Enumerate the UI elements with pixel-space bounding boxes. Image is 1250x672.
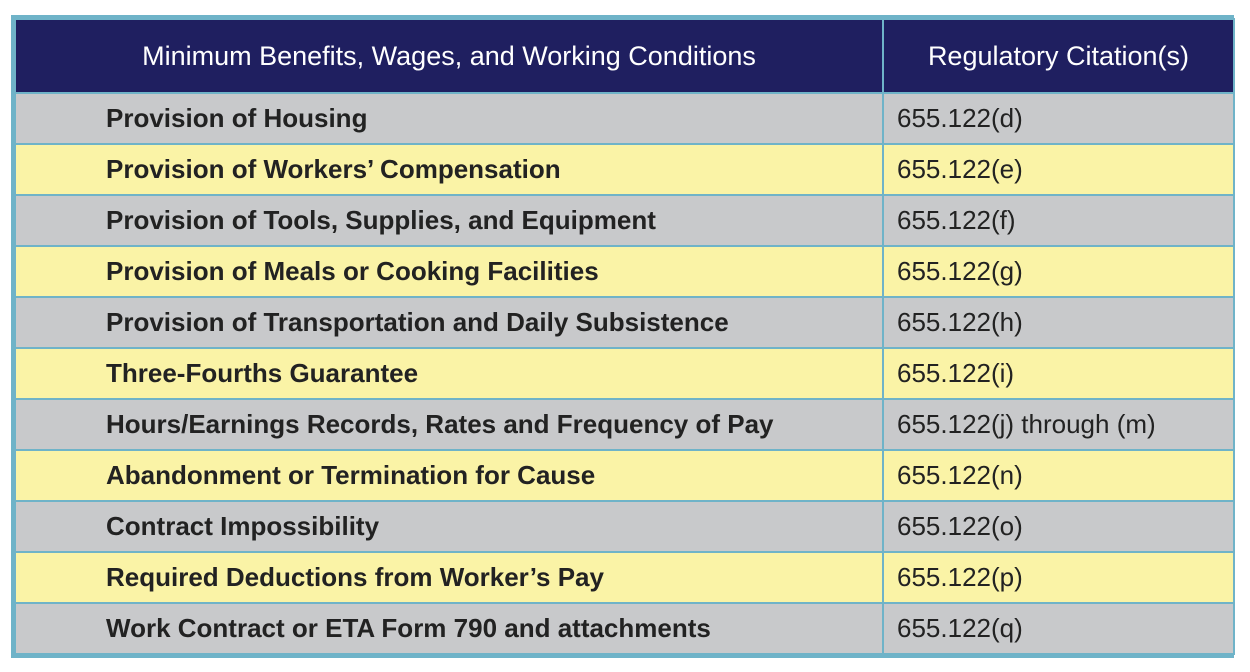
citation-cell: 655.122(g) [882,245,1235,298]
requirement-cell: Provision of Meals or Cooking Facilities [14,245,884,298]
requirement-cell: Provision of Housing [14,92,884,145]
citation-cell: 655.122(j) through (m) [882,398,1235,451]
benefits-table-container: Minimum Benefits, Wages, and Working Con… [11,15,1235,658]
table-row: Provision of Workers’ Compensation 655.1… [14,143,1235,196]
requirement-cell: Contract Impossibility [14,500,884,553]
requirement-cell: Abandonment or Termination for Cause [14,449,884,502]
citation-cell: 655.122(i) [882,347,1235,400]
table-row: Three-Fourths Guarantee 655.122(i) [14,347,1235,400]
requirement-cell: Provision of Workers’ Compensation [14,143,884,196]
citation-cell: 655.122(h) [882,296,1235,349]
requirement-cell: Provision of Tools, Supplies, and Equipm… [14,194,884,247]
requirement-cell: Provision of Transportation and Daily Su… [14,296,884,349]
citation-cell: 655.122(d) [882,92,1235,145]
requirement-cell: Hours/Earnings Records, Rates and Freque… [14,398,884,451]
table-row: Required Deductions from Worker’s Pay 65… [14,551,1235,604]
table-row: Contract Impossibility 655.122(o) [14,500,1235,553]
citation-cell: 655.122(n) [882,449,1235,502]
column-header-citation: Regulatory Citation(s) [882,18,1235,94]
table-row: Provision of Transportation and Daily Su… [14,296,1235,349]
table-row: Provision of Housing 655.122(d) [14,92,1235,145]
table-header-row: Minimum Benefits, Wages, and Working Con… [14,18,1235,94]
table-row: Work Contract or ETA Form 790 and attach… [14,602,1235,655]
table-row: Provision of Tools, Supplies, and Equipm… [14,194,1235,247]
requirement-cell: Required Deductions from Worker’s Pay [14,551,884,604]
table-row: Hours/Earnings Records, Rates and Freque… [14,398,1235,451]
citation-cell: 655.122(q) [882,602,1235,655]
requirement-cell: Work Contract or ETA Form 790 and attach… [14,602,884,655]
benefits-table: Minimum Benefits, Wages, and Working Con… [14,18,1235,655]
column-header-requirement: Minimum Benefits, Wages, and Working Con… [14,18,884,94]
citation-cell: 655.122(p) [882,551,1235,604]
table-row: Abandonment or Termination for Cause 655… [14,449,1235,502]
citation-cell: 655.122(f) [882,194,1235,247]
requirement-cell: Three-Fourths Guarantee [14,347,884,400]
citation-cell: 655.122(e) [882,143,1235,196]
citation-cell: 655.122(o) [882,500,1235,553]
table-row: Provision of Meals or Cooking Facilities… [14,245,1235,298]
